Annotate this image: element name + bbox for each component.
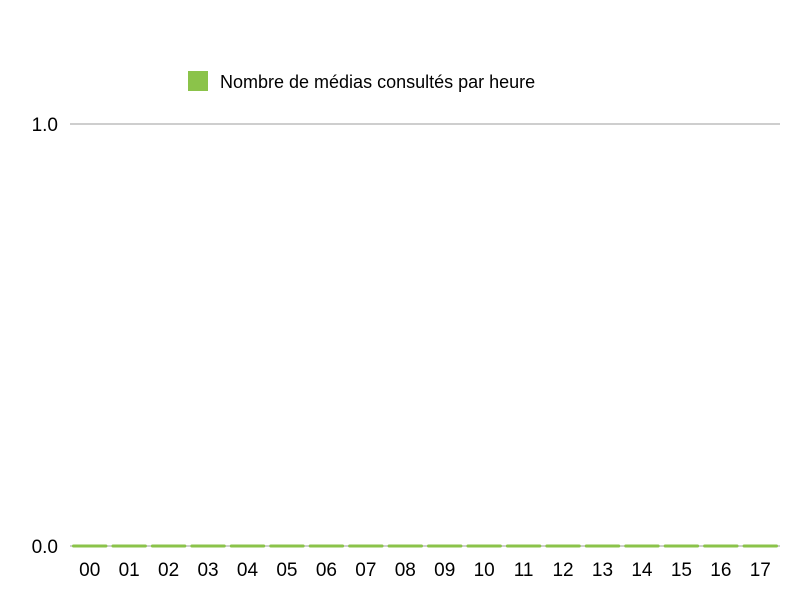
bar-04 <box>229 544 266 548</box>
bar-16 <box>703 544 739 548</box>
x-tick-label-15: 15 <box>671 560 692 581</box>
x-tick-label-02: 02 <box>158 560 179 581</box>
y-axis: 0.0 1.0 <box>32 115 58 558</box>
x-tick-label-09: 09 <box>434 560 455 581</box>
x-tick-label-07: 07 <box>355 560 376 581</box>
x-tick-label-14: 14 <box>631 560 653 581</box>
bar-01 <box>111 544 147 548</box>
bar-10 <box>466 544 502 548</box>
gridlines <box>70 123 780 547</box>
bar-14 <box>624 544 660 548</box>
bars <box>71 544 779 548</box>
x-tick-label-10: 10 <box>474 560 495 581</box>
legend-swatch <box>188 71 208 91</box>
x-axis: 00 01 02 03 04 05 06 07 08 09 10 11 12 13 14 15 16 17 <box>79 560 771 581</box>
bar-03 <box>190 544 226 548</box>
x-tick-label-16: 16 <box>710 560 731 581</box>
x-tick-label-08: 08 <box>395 560 416 581</box>
x-tick-label-05: 05 <box>276 560 297 581</box>
bar-05 <box>269 544 305 548</box>
x-tick-label-03: 03 <box>197 560 218 581</box>
y-tick-label-0: 0.0 <box>32 537 58 558</box>
bar-07 <box>348 544 384 548</box>
bar-02 <box>150 544 187 548</box>
legend: Nombre de médias consultés par heure <box>188 71 535 92</box>
legend-label: Nombre de médias consultés par heure <box>220 72 535 92</box>
bar-00 <box>71 544 108 548</box>
bar-12 <box>545 544 581 548</box>
x-tick-label-12: 12 <box>552 560 573 581</box>
bar-17 <box>742 544 779 548</box>
bar-08 <box>387 544 424 548</box>
y-tick-label-1: 1.0 <box>32 115 58 136</box>
x-tick-label-01: 01 <box>119 560 140 581</box>
bar-15 <box>663 544 700 548</box>
x-tick-label-11: 11 <box>514 560 534 581</box>
x-tick-label-00: 00 <box>79 560 100 581</box>
x-tick-label-04: 04 <box>237 560 259 581</box>
x-tick-label-13: 13 <box>592 560 613 581</box>
bar-13 <box>584 544 621 548</box>
x-tick-label-17: 17 <box>750 560 771 581</box>
bar-09 <box>426 544 463 548</box>
x-tick-label-06: 06 <box>316 560 337 581</box>
bar-06 <box>308 544 345 548</box>
bar-11 <box>505 544 542 548</box>
